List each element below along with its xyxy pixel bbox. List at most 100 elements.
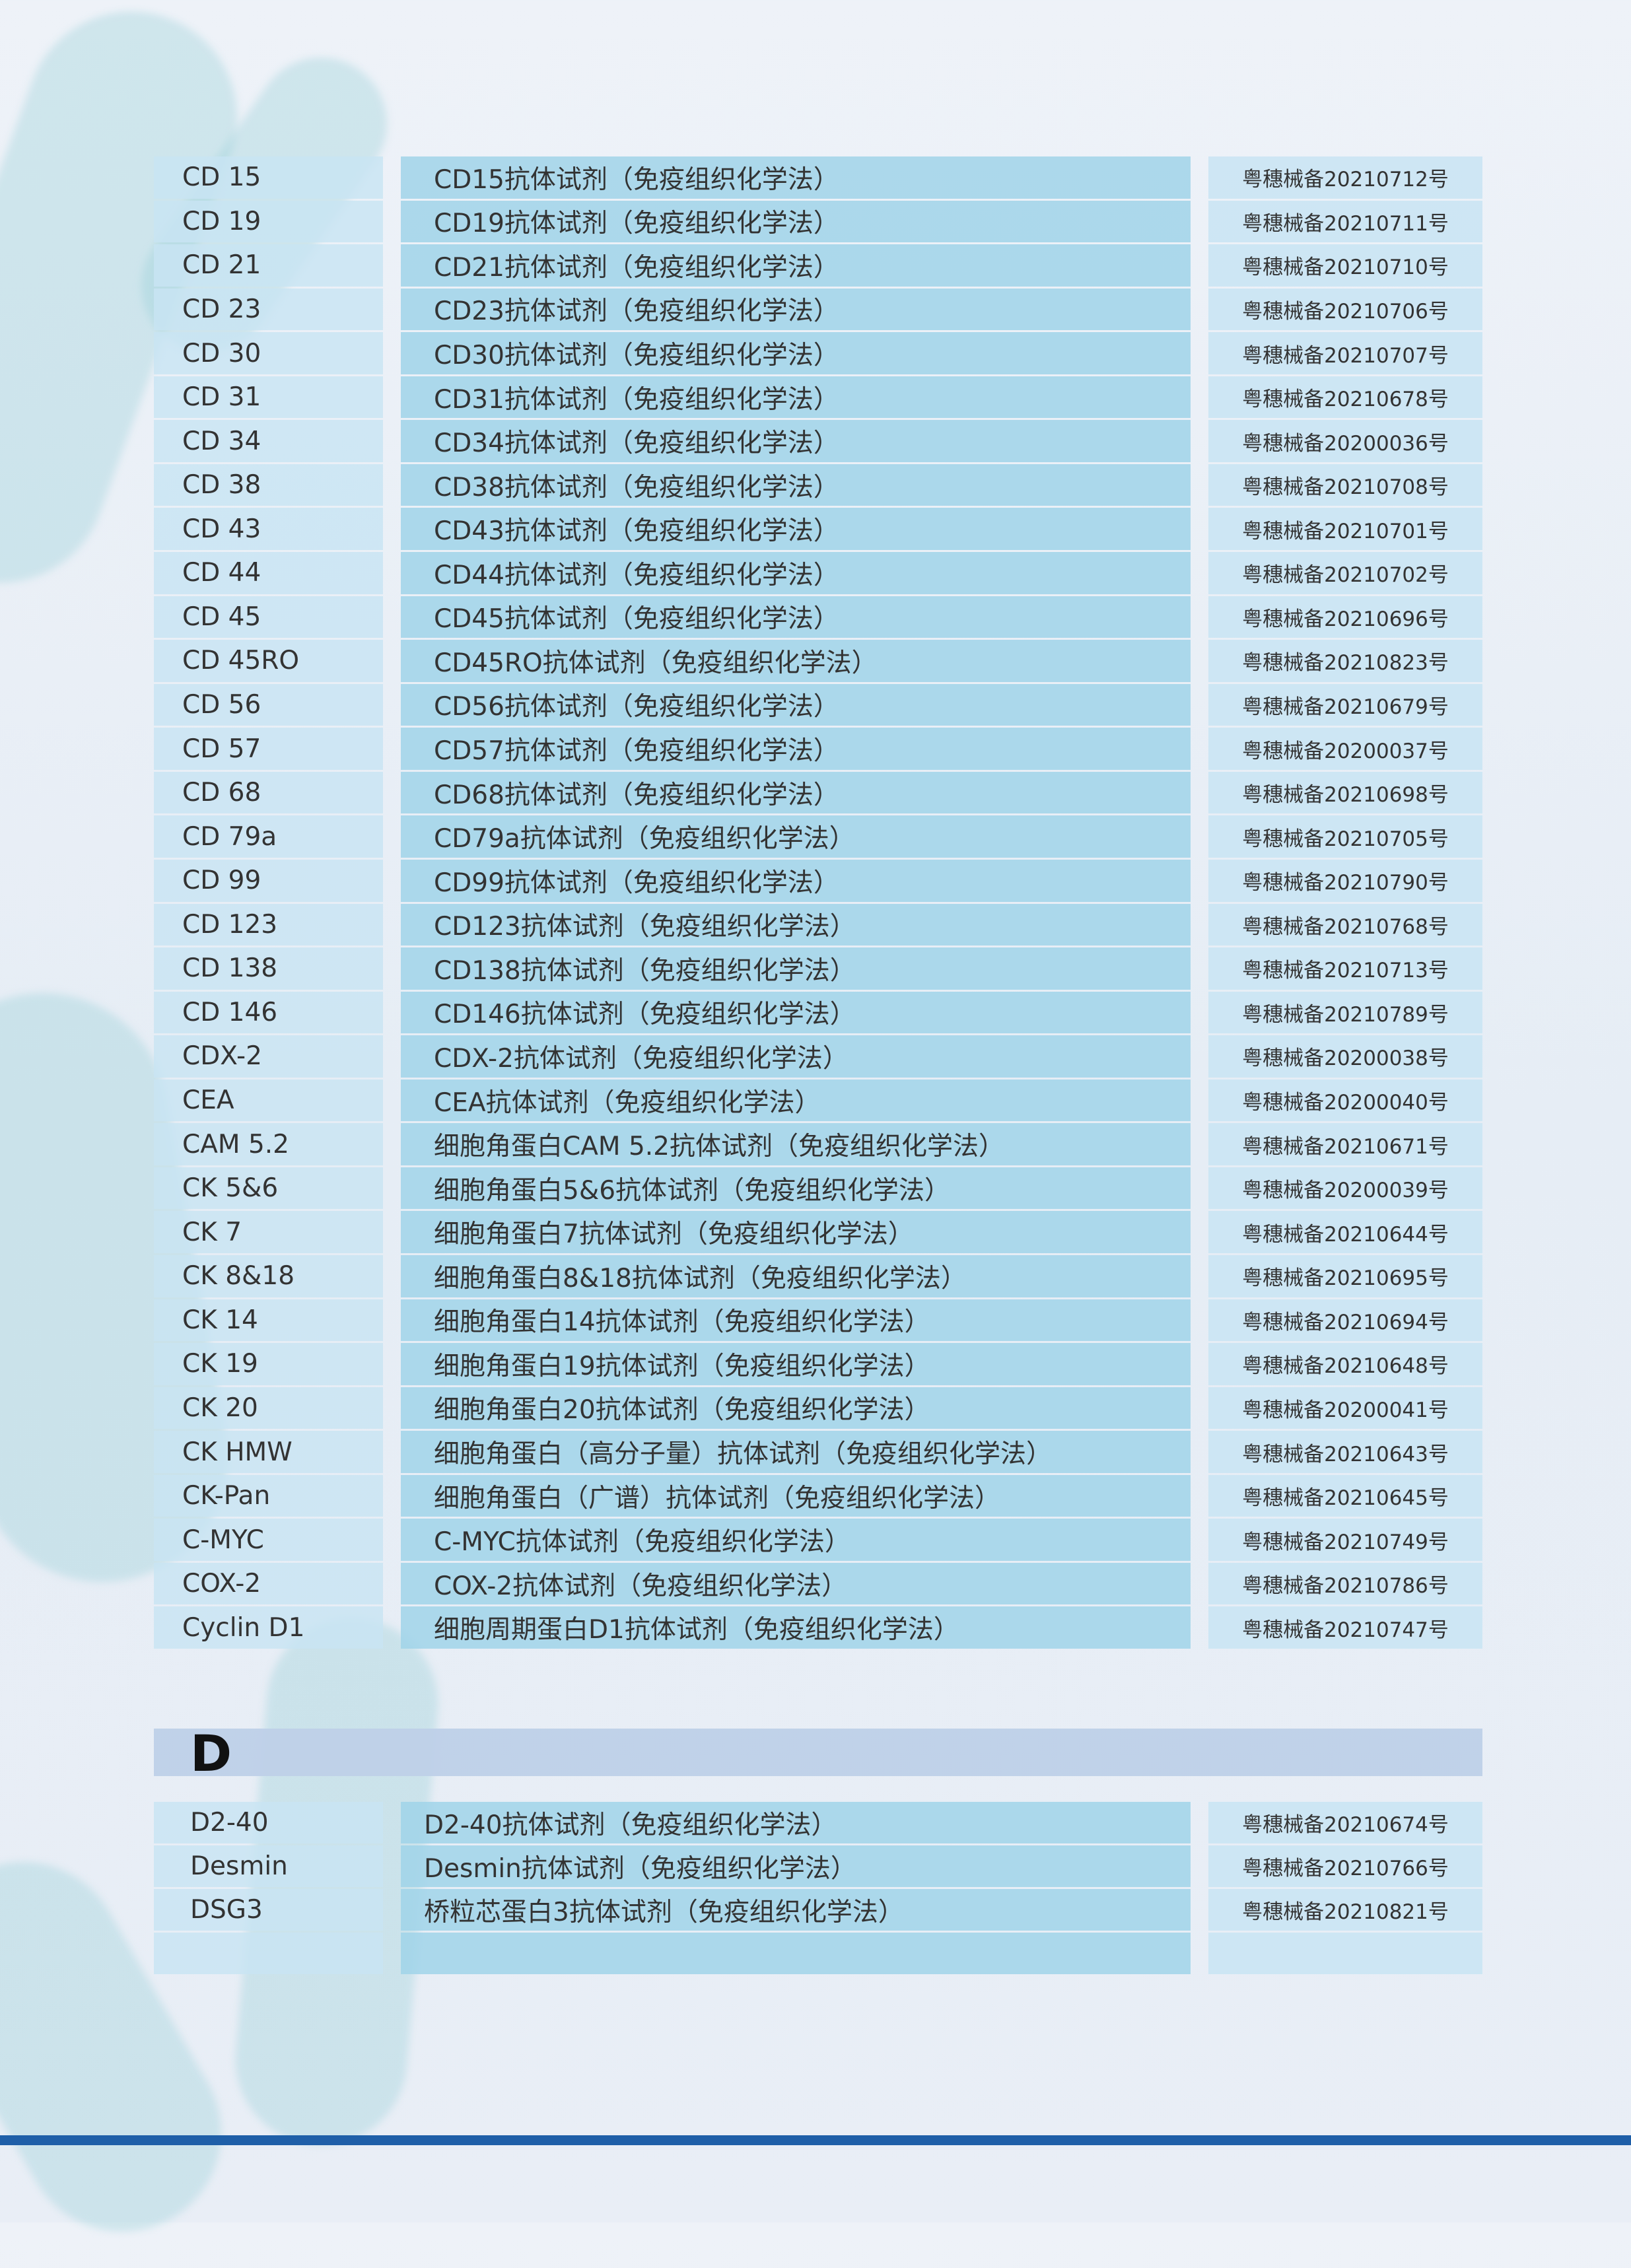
antibody-code: CAM 5.2 <box>154 1123 383 1165</box>
product-name: CD21抗体试剂（免疫组织化学法） <box>401 244 1191 287</box>
antibody-code: CK 20 <box>154 1387 383 1429</box>
product-name: Desmin抗体试剂（免疫组织化学法） <box>401 1845 1191 1887</box>
registration-number: 粤穗械备20210712号 <box>1208 156 1482 199</box>
antibody-code: CD 43 <box>154 508 383 551</box>
product-name: CD56抗体试剂（免疫组织化学法） <box>401 683 1191 726</box>
table-row: CK 5&6 细胞角蛋白5&6抗体试剂（免疫组织化学法） 粤穗械备20200039号 <box>154 1167 1482 1212</box>
antibody-code: CD 123 <box>154 903 383 946</box>
antibody-code: CD 31 <box>154 376 383 419</box>
product-name: CD123抗体试剂（免疫组织化学法） <box>401 903 1191 946</box>
registration-number: 粤穗械备20210706号 <box>1208 288 1482 331</box>
registration-number: 粤穗械备20210708号 <box>1208 464 1482 506</box>
antibody-code: CD 146 <box>154 991 383 1034</box>
antibody-code: CD 30 <box>154 332 383 374</box>
table-row: CD 138 CD138抗体试剂（免疫组织化学法） 粤穗械备20210713号 <box>154 947 1482 992</box>
product-name: CD31抗体试剂（免疫组织化学法） <box>401 376 1191 419</box>
product-name: 细胞周期蛋白D1抗体试剂（免疫组织化学法） <box>401 1606 1191 1649</box>
antibody-code: CD 138 <box>154 947 383 990</box>
product-name: C-MYC抗体试剂（免疫组织化学法） <box>401 1519 1191 1561</box>
product-name: COX-2抗体试剂（免疫组织化学法） <box>401 1562 1191 1605</box>
section-letter: D <box>190 1724 232 1783</box>
registration-number: 粤穗械备20210698号 <box>1208 771 1482 814</box>
registration-number: 粤穗械备20210679号 <box>1208 683 1482 726</box>
registration-number: 粤穗械备20210696号 <box>1208 596 1482 638</box>
product-name: CD146抗体试剂（免疫组织化学法） <box>401 991 1191 1034</box>
table-row: CD 38 CD38抗体试剂（免疫组织化学法） 粤穗械备20210708号 <box>154 464 1482 508</box>
table-row: DSG3 桥粒芯蛋白3抗体试剂（免疫组织化学法） 粤穗械备20210821号 <box>154 1889 1482 1933</box>
registration-number: 粤穗械备20200039号 <box>1208 1167 1482 1210</box>
product-name <box>401 1933 1191 1974</box>
registration-number: 粤穗械备20210710号 <box>1208 244 1482 287</box>
section-header-d: D <box>154 1724 1482 1783</box>
antibody-code: CK 8&18 <box>154 1255 383 1297</box>
registration-number: 粤穗械备20210747号 <box>1208 1606 1482 1649</box>
product-name: 细胞角蛋白CAM 5.2抗体试剂（免疫组织化学法） <box>401 1123 1191 1165</box>
antibody-code: CK 14 <box>154 1299 383 1342</box>
registration-number: 粤穗械备20210749号 <box>1208 1519 1482 1561</box>
table-row: CK 8&18 细胞角蛋白8&18抗体试剂（免疫组织化学法） 粤穗械备2021069… <box>154 1255 1482 1299</box>
table-row: CD 56 CD56抗体试剂（免疫组织化学法） 粤穗械备20210679号 <box>154 683 1482 728</box>
table-row: COX-2 COX-2抗体试剂（免疫组织化学法） 粤穗械备20210786号 <box>154 1562 1482 1607</box>
registration-number: 粤穗械备20210790号 <box>1208 859 1482 902</box>
antibody-code: CD 44 <box>154 552 383 594</box>
product-table-c: CD 15 CD15抗体试剂（免疫组织化学法） 粤穗械备20210712号 CD 19… <box>154 156 1482 1651</box>
antibody-code: C-MYC <box>154 1519 383 1561</box>
registration-number: 粤穗械备20200037号 <box>1208 728 1482 770</box>
table-row: CD 21 CD21抗体试剂（免疫组织化学法） 粤穗械备20210710号 <box>154 244 1482 289</box>
product-name: CD19抗体试剂（免疫组织化学法） <box>401 200 1191 243</box>
product-name: 细胞角蛋白7抗体试剂（免疫组织化学法） <box>401 1211 1191 1253</box>
antibody-code: CD 68 <box>154 771 383 814</box>
registration-number: 粤穗械备20210707号 <box>1208 332 1482 374</box>
table-row: CD 30 CD30抗体试剂（免疫组织化学法） 粤穗械备20210707号 <box>154 332 1482 376</box>
table-row: CD 43 CD43抗体试剂（免疫组织化学法） 粤穗械备20210701号 <box>154 508 1482 552</box>
antibody-code: CD 45 <box>154 596 383 638</box>
antibody-code: DSG3 <box>154 1889 383 1931</box>
registration-number: 粤穗械备20210674号 <box>1208 1802 1482 1843</box>
registration-number: 粤穗械备20200040号 <box>1208 1079 1482 1122</box>
product-name: 细胞角蛋白14抗体试剂（免疫组织化学法） <box>401 1299 1191 1342</box>
product-name: CD138抗体试剂（免疫组织化学法） <box>401 947 1191 990</box>
antibody-code: CK 5&6 <box>154 1167 383 1210</box>
antibody-code: CD 34 <box>154 420 383 462</box>
registration-number: 粤穗械备20210821号 <box>1208 1889 1482 1931</box>
antibody-code: CD 23 <box>154 288 383 331</box>
product-name: CD45RO抗体试剂（免疫组织化学法） <box>401 640 1191 682</box>
table-row: CD 57 CD57抗体试剂（免疫组织化学法） 粤穗械备20200037号 <box>154 728 1482 772</box>
table-row: CK HMW 细胞角蛋白（高分子量）抗体试剂（免疫组织化学法） 粤穗械备202106… <box>154 1431 1482 1475</box>
product-name: CD79a抗体试剂（免疫组织化学法） <box>401 815 1191 858</box>
antibody-code: Desmin <box>154 1845 383 1887</box>
registration-number: 粤穗械备20200036号 <box>1208 420 1482 462</box>
product-name: 细胞角蛋白（广谱）抗体试剂（免疫组织化学法） <box>401 1474 1191 1517</box>
antibody-code: CD 19 <box>154 200 383 243</box>
table-row: CD 79a CD79a抗体试剂（免疫组织化学法） 粤穗械备20210705号 <box>154 815 1482 860</box>
antibody-code <box>154 1933 383 1974</box>
table-row: CAM 5.2 细胞角蛋白CAM 5.2抗体试剂（免疫组织化学法） 粤穗械备2021… <box>154 1123 1482 1167</box>
table-row: CD 45RO CD45RO抗体试剂（免疫组织化学法） 粤穗械备20210823号 <box>154 640 1482 684</box>
table-row: CD 34 CD34抗体试剂（免疫组织化学法） 粤穗械备20200036号 <box>154 420 1482 464</box>
product-name: CD15抗体试剂（免疫组织化学法） <box>401 156 1191 199</box>
antibody-code: CEA <box>154 1079 383 1122</box>
product-name: 细胞角蛋白8&18抗体试剂（免疫组织化学法） <box>401 1255 1191 1297</box>
registration-number: 粤穗械备20210648号 <box>1208 1343 1482 1385</box>
product-name: CEA抗体试剂（免疫组织化学法） <box>401 1079 1191 1122</box>
antibody-code: COX-2 <box>154 1562 383 1605</box>
table-row: CD 31 CD31抗体试剂（免疫组织化学法） 粤穗械备20210678号 <box>154 376 1482 421</box>
table-row: CD 45 CD45抗体试剂（免疫组织化学法） 粤穗械备20210696号 <box>154 596 1482 640</box>
antibody-code: D2-40 <box>154 1802 383 1843</box>
product-name: D2-40抗体试剂（免疫组织化学法） <box>401 1802 1191 1843</box>
registration-number: 粤穗械备20210695号 <box>1208 1255 1482 1297</box>
antibody-code: CD 79a <box>154 815 383 858</box>
table-row: CD 15 CD15抗体试剂（免疫组织化学法） 粤穗械备20210712号 <box>154 156 1482 201</box>
antibody-code: CD 38 <box>154 464 383 506</box>
registration-number: 粤穗械备20210645号 <box>1208 1474 1482 1517</box>
table-row: CEA CEA抗体试剂（免疫组织化学法） 粤穗械备20200040号 <box>154 1079 1482 1124</box>
table-row: CK-Pan 细胞角蛋白（广谱）抗体试剂（免疫组织化学法） 粤穗械备20210645… <box>154 1474 1482 1519</box>
registration-number: 粤穗械备20210786号 <box>1208 1562 1482 1605</box>
registration-number <box>1208 1933 1482 1974</box>
table-row: CK 14 细胞角蛋白14抗体试剂（免疫组织化学法） 粤穗械备20210694号 <box>154 1299 1482 1344</box>
antibody-code: CK HMW <box>154 1431 383 1473</box>
registration-number: 粤穗械备20210671号 <box>1208 1123 1482 1165</box>
table-row: CD 146 CD146抗体试剂（免疫组织化学法） 粤穗械备20210789号 <box>154 991 1482 1036</box>
registration-number: 粤穗械备20210705号 <box>1208 815 1482 858</box>
antibody-code: CD 45RO <box>154 640 383 682</box>
